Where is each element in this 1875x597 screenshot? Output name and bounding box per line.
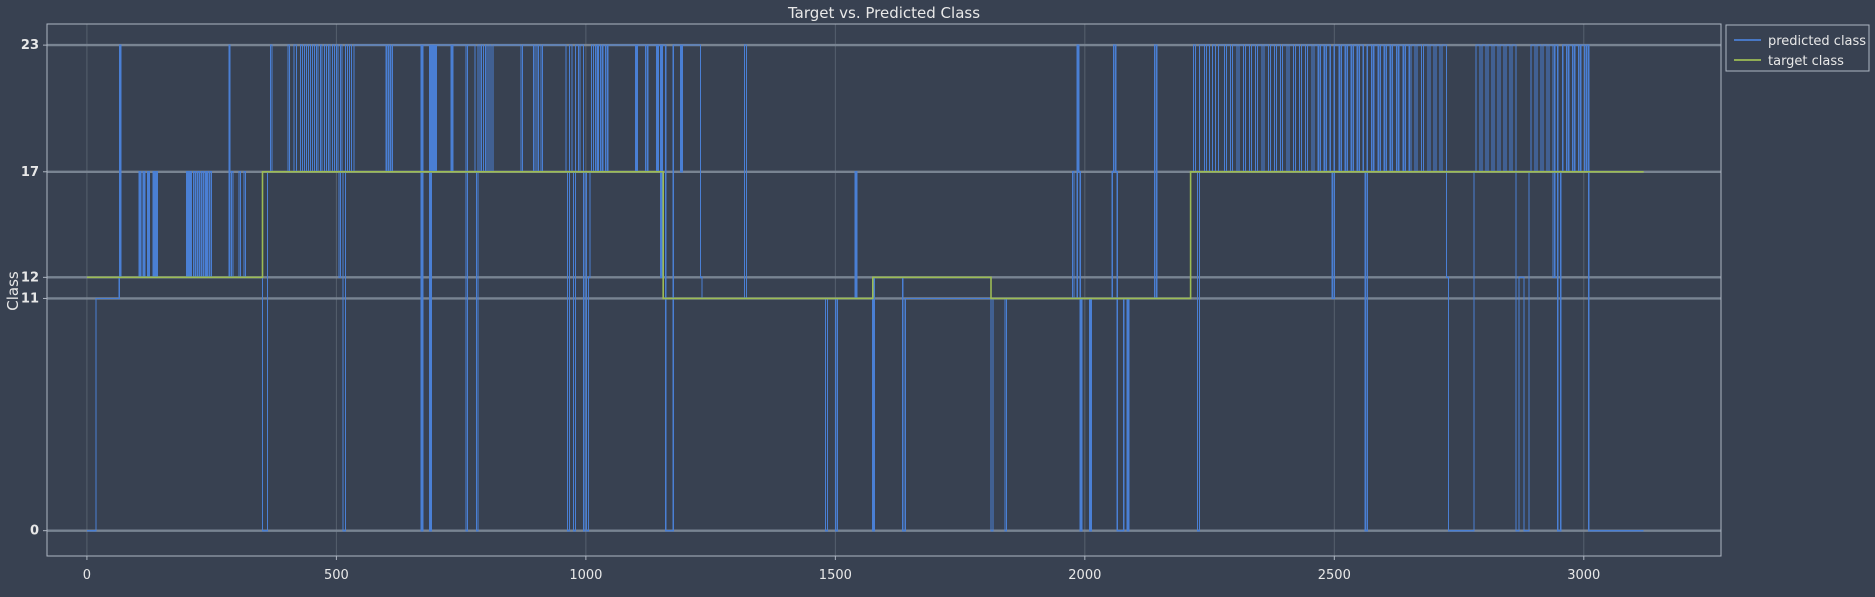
legend: predicted class target class bbox=[1725, 24, 1870, 72]
x-tick-label: 1000 bbox=[569, 568, 602, 583]
x-tick-label: 1500 bbox=[819, 568, 852, 583]
plot-frame bbox=[46, 23, 1722, 557]
y-tick-label: 17 bbox=[21, 165, 39, 180]
series-line-target bbox=[86, 171, 1644, 300]
x-tick-label: 500 bbox=[324, 568, 349, 583]
legend-label-predicted: predicted class bbox=[1768, 34, 1866, 49]
y-tick-label: 23 bbox=[21, 38, 39, 53]
chart-title: Target vs. Predicted Class bbox=[787, 4, 980, 22]
x-tick-label: 2500 bbox=[1318, 568, 1351, 583]
tick-layer: 0 500 1000 1500 2000 2500 3000 0 11 12 17 23 bbox=[21, 38, 1600, 583]
x-tick-label: 0 bbox=[83, 568, 91, 583]
y-tick-label: 12 bbox=[21, 270, 39, 285]
y-axis-label: Class bbox=[4, 271, 22, 311]
legend-label-target: target class bbox=[1768, 54, 1844, 69]
x-tick-label: 2000 bbox=[1068, 568, 1101, 583]
y-tick-label: 11 bbox=[21, 291, 39, 306]
y-tick-label: 0 bbox=[30, 524, 39, 539]
x-tick-label: 3000 bbox=[1567, 568, 1600, 583]
legend-box bbox=[1725, 24, 1870, 72]
series-layer bbox=[86, 44, 1644, 532]
